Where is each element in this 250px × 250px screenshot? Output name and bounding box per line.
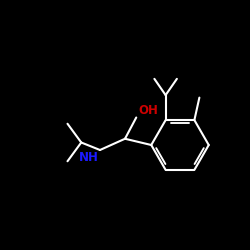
Text: NH: NH [79, 151, 99, 164]
Text: OH: OH [138, 104, 158, 117]
